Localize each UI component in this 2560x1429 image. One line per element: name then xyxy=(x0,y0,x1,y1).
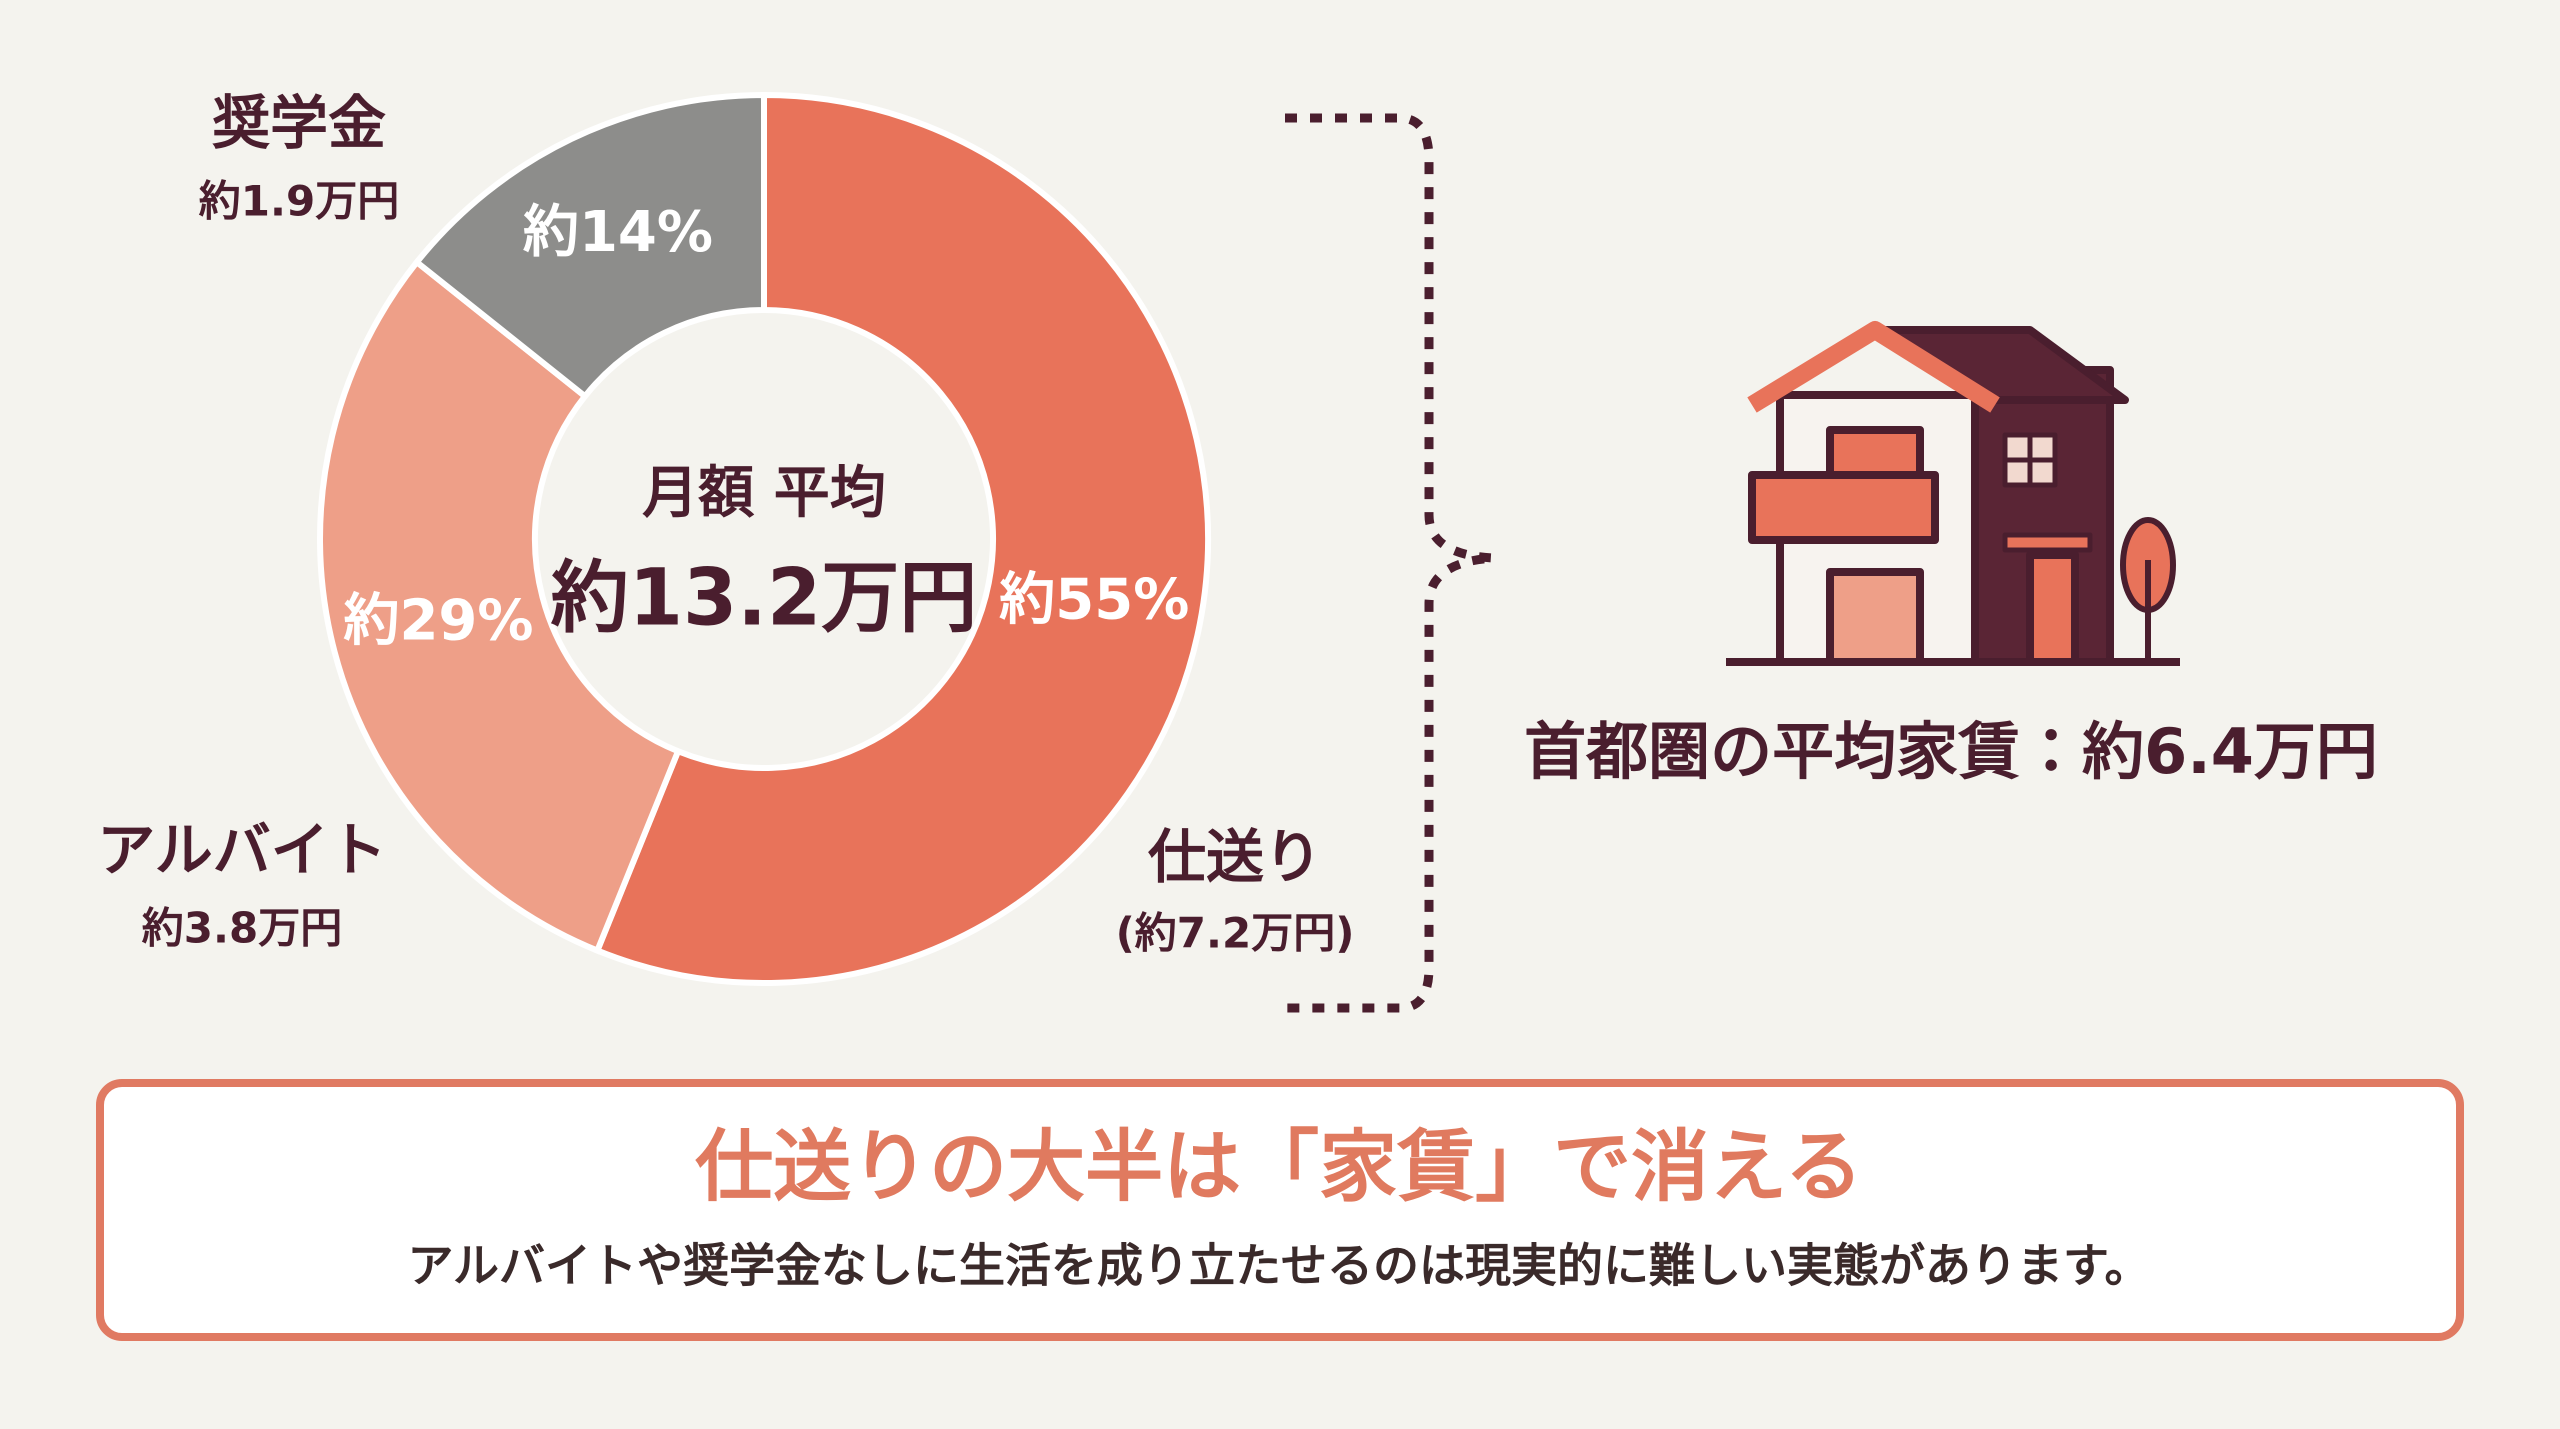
callout-title: 仕送りの大半は「家賃」で消える xyxy=(695,1122,1863,1212)
rent-note: 首都圏の平均家賃：約6.4万円 xyxy=(1524,715,2378,788)
donut-slice xyxy=(317,257,682,955)
center-title: 月額 平均 xyxy=(642,461,886,526)
category-amount: 約1.9万円 xyxy=(199,177,399,226)
callout-box xyxy=(96,1079,2464,1341)
slice-value-label: 約29% xyxy=(343,588,533,653)
house-icon xyxy=(1726,321,2180,666)
category-label: アルバイト xyxy=(97,816,386,884)
slice-value-label: 約14% xyxy=(523,200,713,265)
callout-text: アルバイトや奨学金なしに生活を成り立たせるのは現実的に難しい実態があります。 xyxy=(408,1239,2151,1293)
category-amount: (約7.2万円) xyxy=(1116,909,1355,958)
category-amount: 約3.8万円 xyxy=(142,904,342,953)
bracket xyxy=(1285,113,1495,1013)
category-label: 奨学金 xyxy=(212,89,386,157)
donut-slice xyxy=(593,91,1211,986)
category-label: 仕送り xyxy=(1148,823,1322,891)
donut-slice xyxy=(412,91,767,401)
slice-value-label: 約55% xyxy=(999,567,1189,632)
center-value: 約13.2万円 xyxy=(551,553,977,643)
